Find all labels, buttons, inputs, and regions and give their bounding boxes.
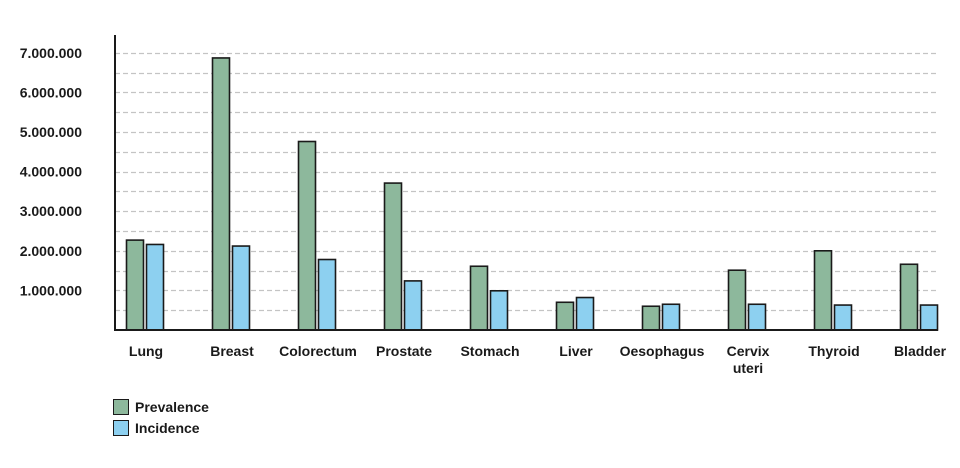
y-tick-label: 7.000.000 — [20, 45, 82, 61]
bar-incidence — [661, 303, 681, 331]
x-category-label: Cervix — [727, 343, 770, 359]
bar-prevalence — [469, 265, 489, 331]
bar-prevalence — [383, 182, 403, 331]
x-category-label: Bladder — [894, 343, 947, 359]
bar-prevalence — [297, 140, 317, 331]
legend-item-prevalence: Prevalence — [113, 396, 209, 417]
x-category-label: uteri — [733, 360, 763, 376]
x-category-label: Prostate — [376, 343, 432, 359]
y-tick-label: 5.000.000 — [20, 124, 82, 140]
bar-incidence — [231, 245, 251, 331]
y-tick-label: 2.000.000 — [20, 243, 82, 259]
gridlines — [115, 52, 938, 312]
bar-incidence — [403, 280, 423, 331]
y-tick-label: 6.000.000 — [20, 84, 82, 100]
bars — [125, 57, 939, 331]
legend-label-incidence: Incidence — [135, 419, 200, 436]
legend-swatch-prevalence — [113, 398, 129, 415]
bar-prevalence — [641, 305, 661, 331]
legend: Prevalence Incidence — [113, 396, 209, 438]
legend-item-incidence: Incidence — [113, 417, 209, 438]
bar-prevalence — [727, 269, 747, 331]
legend-label-prevalence: Prevalence — [135, 398, 209, 415]
x-axis-category-labels: Lung Breast Colorectum Prostate Stomach Liver… — [129, 343, 947, 376]
bar-incidence — [575, 296, 595, 331]
bar-prevalence — [899, 263, 919, 331]
bar-incidence — [489, 289, 509, 331]
bar-incidence — [833, 304, 853, 331]
x-category-label: Thyroid — [808, 343, 859, 359]
bar-prevalence — [211, 57, 231, 331]
y-axis-tick-labels: 1.000.000 2.000.000 3.000.000 4.000.000 5.00… — [20, 45, 82, 299]
x-category-label: Breast — [210, 343, 254, 359]
y-tick-label: 1.000.000 — [20, 282, 82, 298]
x-category-label: Lung — [129, 343, 163, 359]
x-category-label: Colorectum — [279, 343, 357, 359]
y-tick-label: 3.000.000 — [20, 203, 82, 219]
bar-incidence — [145, 243, 165, 331]
x-category-label: Oesophagus — [620, 343, 705, 359]
bar-prevalence — [125, 239, 145, 331]
bar-prevalence — [555, 301, 575, 331]
bar-incidence — [317, 258, 337, 331]
x-category-label: Liver — [559, 343, 593, 359]
bar-incidence — [747, 303, 767, 331]
legend-swatch-incidence — [113, 419, 129, 436]
bar-prevalence — [813, 250, 833, 331]
x-category-label: Stomach — [460, 343, 519, 359]
bar-incidence — [919, 304, 939, 331]
y-tick-label: 4.000.000 — [20, 164, 82, 180]
